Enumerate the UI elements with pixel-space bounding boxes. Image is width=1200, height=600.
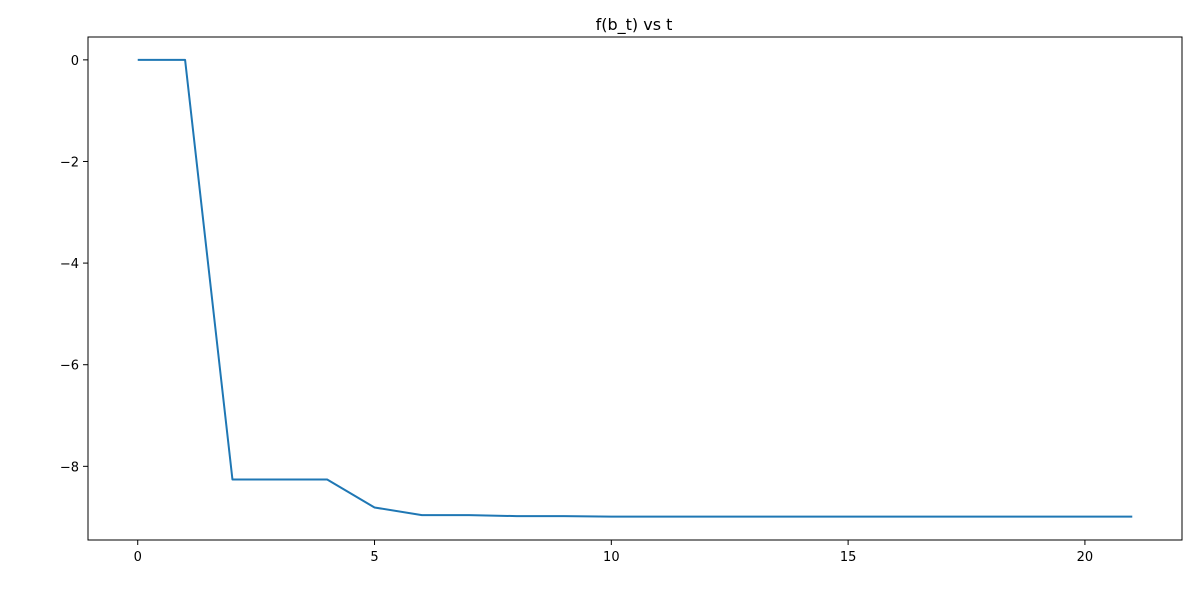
data-point xyxy=(705,516,707,518)
data-point xyxy=(1037,516,1039,518)
x-tick-label: 20 xyxy=(1077,550,1094,565)
data-point xyxy=(1084,516,1086,518)
y-axis: 0 −2 −4 −6 −8 xyxy=(60,54,88,475)
plot-frame xyxy=(87,36,1183,541)
series-line xyxy=(137,58,1133,518)
series-layer xyxy=(137,58,1133,518)
data-point xyxy=(326,479,328,481)
data-point xyxy=(231,479,233,481)
data-point xyxy=(279,479,281,481)
y-tick-label: −6 xyxy=(60,359,79,374)
x-tick-label: 5 xyxy=(370,550,378,565)
y-tick-label: 0 xyxy=(71,54,79,69)
data-point xyxy=(894,516,896,518)
data-point xyxy=(374,506,376,508)
data-point xyxy=(847,516,849,518)
data-point xyxy=(137,59,139,61)
data-point xyxy=(421,514,423,516)
data-point xyxy=(800,516,802,518)
x-tick-label: 0 xyxy=(134,550,142,565)
data-point xyxy=(989,516,991,518)
data-point xyxy=(610,516,612,518)
data-point xyxy=(752,516,754,518)
x-axis: 0 5 10 15 20 xyxy=(134,540,1094,565)
chart-title: f(b_t) vs t xyxy=(596,15,673,35)
data-point xyxy=(658,516,660,518)
data-point xyxy=(516,515,518,517)
x-tick-label: 10 xyxy=(603,550,620,565)
data-point xyxy=(1131,516,1133,518)
y-tick-label: −2 xyxy=(60,155,79,170)
x-tick-label: 15 xyxy=(840,550,857,565)
data-point xyxy=(468,514,470,516)
data-point xyxy=(563,515,565,517)
data-point xyxy=(184,59,186,61)
y-tick-label: −8 xyxy=(60,460,79,475)
data-point xyxy=(942,516,944,518)
y-tick-label: −4 xyxy=(60,257,79,272)
